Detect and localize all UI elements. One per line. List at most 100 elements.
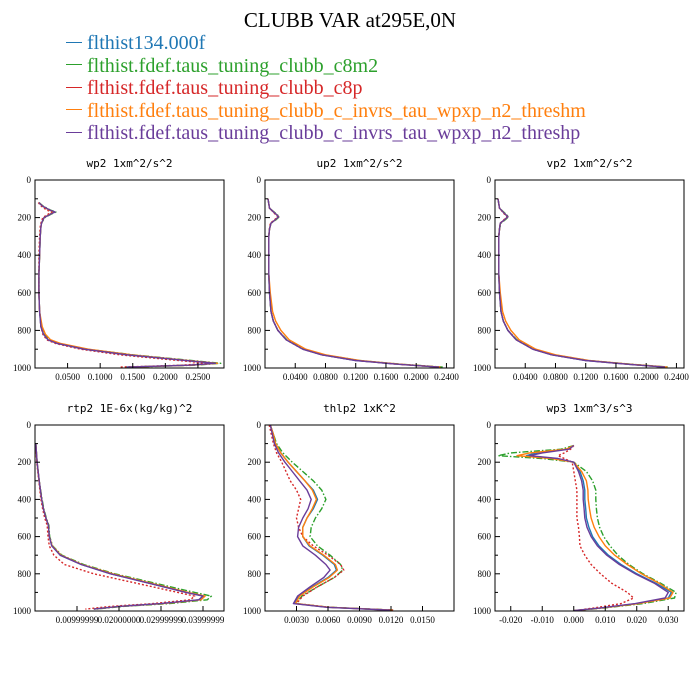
panel-2-xtick-label-0: 0.0400 [513, 372, 538, 382]
panel-5-xtick-label-2: 0.000 [564, 615, 585, 625]
panel-5-xtick-label-4: 0.020 [627, 615, 648, 625]
panel-3-title: rtp2 1E-6x(kg/kg)^2 [67, 402, 193, 415]
panel-1-xtick-label-5: 0.2400 [434, 372, 459, 382]
panel-5-xtick-label-1: -0.010 [531, 615, 555, 625]
panel-1-ytick-label-5: 1000 [243, 363, 262, 373]
panel-5-ytick-label-5: 1000 [473, 606, 492, 616]
legend-label-3: flthist.fdef.taus_tuning_clubb_c_invrs_t… [87, 99, 586, 122]
panel-5-ytick-label-0: 0 [487, 420, 492, 430]
panel-5-xtick-label-5: 0.030 [658, 615, 679, 625]
panel-2-title: vp2 1xm^2/s^2 [546, 157, 632, 170]
legend-label-4: flthist.fdef.taus_tuning_clubb_c_invrs_t… [87, 122, 581, 144]
panel-3-series-4 [35, 443, 204, 610]
panel-0-xtick-label-3: 0.2000 [153, 372, 178, 382]
panel-2-series-3 [497, 198, 668, 368]
legend-swatch-2 [66, 86, 82, 88]
panel-1-ytick-label-0: 0 [257, 175, 262, 185]
panel-3-ytick-label-5: 1000 [13, 606, 32, 616]
panel-3-ytick-label-1: 200 [18, 457, 32, 467]
panel-4-xtick-label-2: 0.0090 [347, 615, 372, 625]
panel-0-ytick-label-2: 400 [18, 250, 32, 260]
panel-0-xtick-label-0: 0.0500 [55, 372, 80, 382]
panel-4-series-1 [269, 424, 394, 611]
panel-0-series-4 [38, 202, 217, 368]
panel-0-ytick-label-5: 1000 [13, 363, 32, 373]
figure-title: CLUBB VAR at295E,0N [243, 8, 457, 32]
panel-5-ytick-label-3: 600 [478, 532, 492, 542]
panel-5-series-0 [525, 444, 673, 612]
panel-3-ytick-label-0: 0 [27, 420, 32, 430]
panel-2-ytick-label-4: 800 [478, 325, 492, 335]
panel-0-xtick-label-4: 0.2500 [186, 372, 211, 382]
panel-3-xtick-label-1: 0.02000000 [98, 615, 141, 625]
panel-4-ytick-label-5: 1000 [243, 606, 262, 616]
panel-4-title: thlp2 1xK^2 [323, 402, 396, 415]
panel-4-frame [264, 424, 455, 612]
panel-1-ytick-label-3: 600 [248, 288, 262, 298]
panel-3-xtick-label-0: 0.00999999 [56, 615, 99, 625]
panel-2-xtick-label-5: 0.2400 [664, 372, 689, 382]
legend-swatch-0 [66, 41, 82, 43]
panel-0-xtick-label-1: 0.1000 [88, 372, 113, 382]
panel-0-xtick-label-2: 0.1500 [120, 372, 145, 382]
panel-2-frame [494, 179, 685, 369]
legend-item-3: flthist.fdef.taus_tuning_clubb_c_invrs_t… [66, 100, 586, 123]
panel-4-series-4 [269, 424, 391, 611]
panel-5-ytick-label-4: 800 [478, 569, 492, 579]
panel-3-series-0 [35, 443, 204, 610]
panel-0-ytick-label-4: 800 [18, 325, 32, 335]
panel-1-xtick-label-1: 0.0800 [313, 372, 338, 382]
panel-5: wp3 1xm^3/s^3 0 200 400 600 800 1000 -0.020 -0.0… [473, 402, 685, 625]
panel-2-series-4 [497, 198, 666, 368]
panel-4-xtick-label-3: 0.0120 [379, 615, 404, 625]
panel-0-frame [34, 179, 225, 369]
panel-0-series-1 [38, 202, 222, 368]
panel-2-xtick-label-1: 0.0800 [543, 372, 568, 382]
panel-1-series-4 [267, 198, 439, 368]
panel-3-ytick-label-3: 600 [18, 532, 32, 542]
panel-0-ytick-label-3: 600 [18, 288, 32, 298]
panel-4-series-3 [269, 424, 393, 611]
panel-4-xtick-label-4: 0.0150 [410, 615, 435, 625]
legend-swatch-4 [66, 131, 82, 133]
legend-item-1: flthist.fdef.taus_tuning_clubb_c8m2 [66, 55, 586, 78]
panel-5-series-2 [557, 445, 635, 612]
panel-2-ytick-label-3: 600 [478, 288, 492, 298]
panel-3-xtick-label-2: 0.02999999 [140, 615, 183, 625]
panel-4-series-2 [268, 424, 394, 611]
panel-5-series-4 [528, 444, 669, 612]
panel-0-ytick-label-1: 200 [18, 213, 32, 223]
panel-2-ytick-label-2: 400 [478, 250, 492, 260]
panel-0-ytick-label-0: 0 [27, 175, 32, 185]
panel-3-series-3 [35, 443, 206, 610]
panel-1-xtick-label-4: 0.2000 [404, 372, 429, 382]
panel-3-ytick-label-2: 400 [18, 494, 32, 504]
panel-1: up2 1xm^2/s^2 0 200 400 600 800 1000 0.0400 0.08… [243, 157, 459, 382]
panel-3-series-1 [35, 443, 213, 610]
panel-0: wp2 1xm^2/s^2 0 200 400 600 800 1000 0.0500 0.10… [13, 157, 225, 382]
legend-swatch-1 [66, 64, 82, 66]
panel-4-ytick-label-0: 0 [257, 420, 262, 430]
panel-1-xtick-label-0: 0.0400 [283, 372, 308, 382]
panel-4-ytick-label-1: 200 [248, 457, 262, 467]
panel-0-series-2 [37, 202, 209, 368]
panel-1-title: up2 1xm^2/s^2 [316, 157, 402, 170]
panel-3-series-2 [35, 443, 196, 610]
panel-0-title: wp2 1xm^2/s^2 [86, 157, 172, 170]
panel-2-ytick-label-0: 0 [487, 175, 492, 185]
legend: flthist134.000f flthist.fdef.taus_tuning… [66, 32, 586, 145]
legend-swatch-3 [66, 109, 82, 111]
legend-label-2: flthist.fdef.taus_tuning_clubb_c8p [87, 77, 363, 99]
panel-5-xtick-label-3: 0.010 [595, 615, 616, 625]
panel-5-xtick-label-0: -0.020 [499, 615, 523, 625]
panel-1-xtick-label-2: 0.1200 [343, 372, 368, 382]
panel-0-series-0 [38, 202, 215, 368]
panel-4: thlp2 1xK^2 0 200 400 600 800 1000 0.0030 0.0060… [243, 402, 455, 625]
panel-5-title: wp3 1xm^3/s^3 [546, 402, 632, 415]
panel-4-ytick-label-3: 600 [248, 532, 262, 542]
legend-label-1: flthist.fdef.taus_tuning_clubb_c8m2 [87, 54, 379, 77]
panel-4-series-0 [269, 424, 392, 611]
panel-1-frame [264, 179, 455, 369]
panel-1-series-3 [267, 198, 441, 368]
